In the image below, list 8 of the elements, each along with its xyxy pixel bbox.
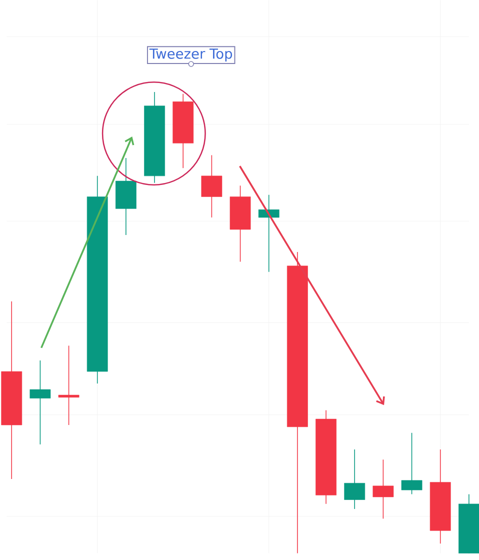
candlestick — [344, 449, 365, 510]
candlestick — [30, 360, 50, 445]
candlestick — [258, 194, 280, 272]
candlestick — [372, 459, 394, 520]
candlestick — [58, 345, 80, 426]
candlestick — [201, 154, 222, 218]
text: Tweezer Top — [149, 48, 232, 62]
candlestick — [401, 432, 422, 495]
